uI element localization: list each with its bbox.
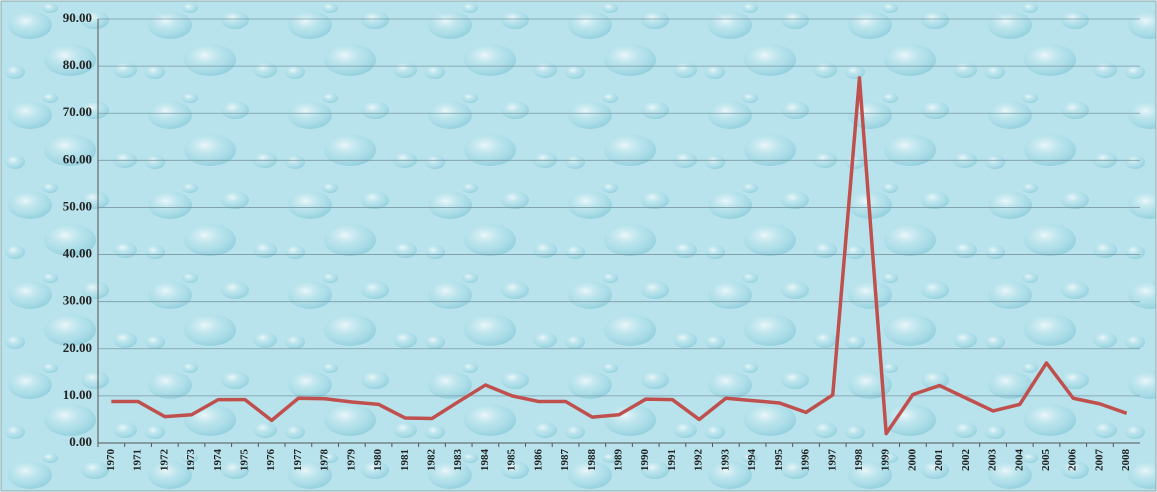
x-tick-label: 2003 bbox=[987, 449, 999, 472]
x-tick-label: 1984 bbox=[479, 449, 491, 472]
x-tick-label: 1995 bbox=[773, 449, 785, 472]
x-tick-label: 1982 bbox=[426, 449, 438, 472]
y-tick-label: 60.00 bbox=[63, 151, 92, 166]
data-line bbox=[111, 76, 1128, 436]
x-tick-label: 2006 bbox=[1067, 449, 1079, 472]
y-tick-label: 90.00 bbox=[63, 10, 92, 25]
x-tick-label: 2004 bbox=[1013, 449, 1025, 472]
x-tick-label: 2005 bbox=[1040, 449, 1052, 472]
x-tick-label: 2002 bbox=[960, 449, 972, 472]
x-tick-label: 1978 bbox=[319, 449, 331, 472]
x-tick-label: 2007 bbox=[1093, 449, 1105, 472]
y-tick-label: 20.00 bbox=[63, 340, 92, 355]
x-tick-label: 1976 bbox=[265, 449, 277, 472]
x-tick-label: 1981 bbox=[399, 449, 411, 471]
y-tick-label: 80.00 bbox=[63, 57, 92, 72]
x-tick-label: 1972 bbox=[158, 449, 170, 472]
x-tick-label: 1989 bbox=[613, 449, 625, 472]
x-tick-label: 1973 bbox=[185, 449, 197, 472]
x-tick-label: 2008 bbox=[1120, 449, 1132, 472]
x-tick-label: 1988 bbox=[586, 449, 598, 472]
x-tick-label: 1996 bbox=[800, 449, 812, 472]
x-tick-label: 1974 bbox=[212, 449, 224, 472]
x-tick-label: 2001 bbox=[933, 449, 945, 471]
x-tick-label: 1985 bbox=[506, 449, 518, 472]
x-tick-label: 1990 bbox=[639, 449, 651, 472]
x-tick-label: 1983 bbox=[452, 449, 464, 472]
x-tick-label: 1993 bbox=[719, 449, 731, 472]
y-tick-label: 50.00 bbox=[63, 198, 92, 213]
x-tick-label: 1998 bbox=[853, 449, 865, 472]
y-tick-label: 0.00 bbox=[69, 434, 92, 449]
x-tick-label: 1991 bbox=[666, 449, 678, 471]
x-tick-label: 1975 bbox=[238, 449, 250, 472]
x-tick-label: 1970 bbox=[105, 449, 117, 472]
x-tick-label: 1992 bbox=[693, 449, 705, 472]
x-tick-label: 1999 bbox=[880, 449, 892, 472]
x-tick-label: 1997 bbox=[826, 449, 838, 472]
x-tick-label: 1980 bbox=[372, 449, 384, 472]
y-tick-label: 30.00 bbox=[63, 293, 92, 308]
x-tick-label: 1994 bbox=[746, 449, 758, 472]
x-tick-label: 1986 bbox=[532, 449, 544, 472]
plot-area: 0.00 10.00 20.00 30.00 40.00 50.00 60.00 70.00 8… bbox=[63, 10, 1140, 471]
x-tick-label: 2000 bbox=[906, 449, 918, 472]
x-tick-label: 1987 bbox=[559, 449, 571, 472]
y-tick-label: 70.00 bbox=[63, 104, 92, 119]
x-tick-label: 1979 bbox=[345, 449, 357, 472]
x-tick-label: 1977 bbox=[292, 449, 304, 472]
y-tick-label: 10.00 bbox=[63, 387, 92, 402]
x-tick-label: 1971 bbox=[132, 449, 144, 471]
y-tick-label: 40.00 bbox=[63, 246, 92, 261]
